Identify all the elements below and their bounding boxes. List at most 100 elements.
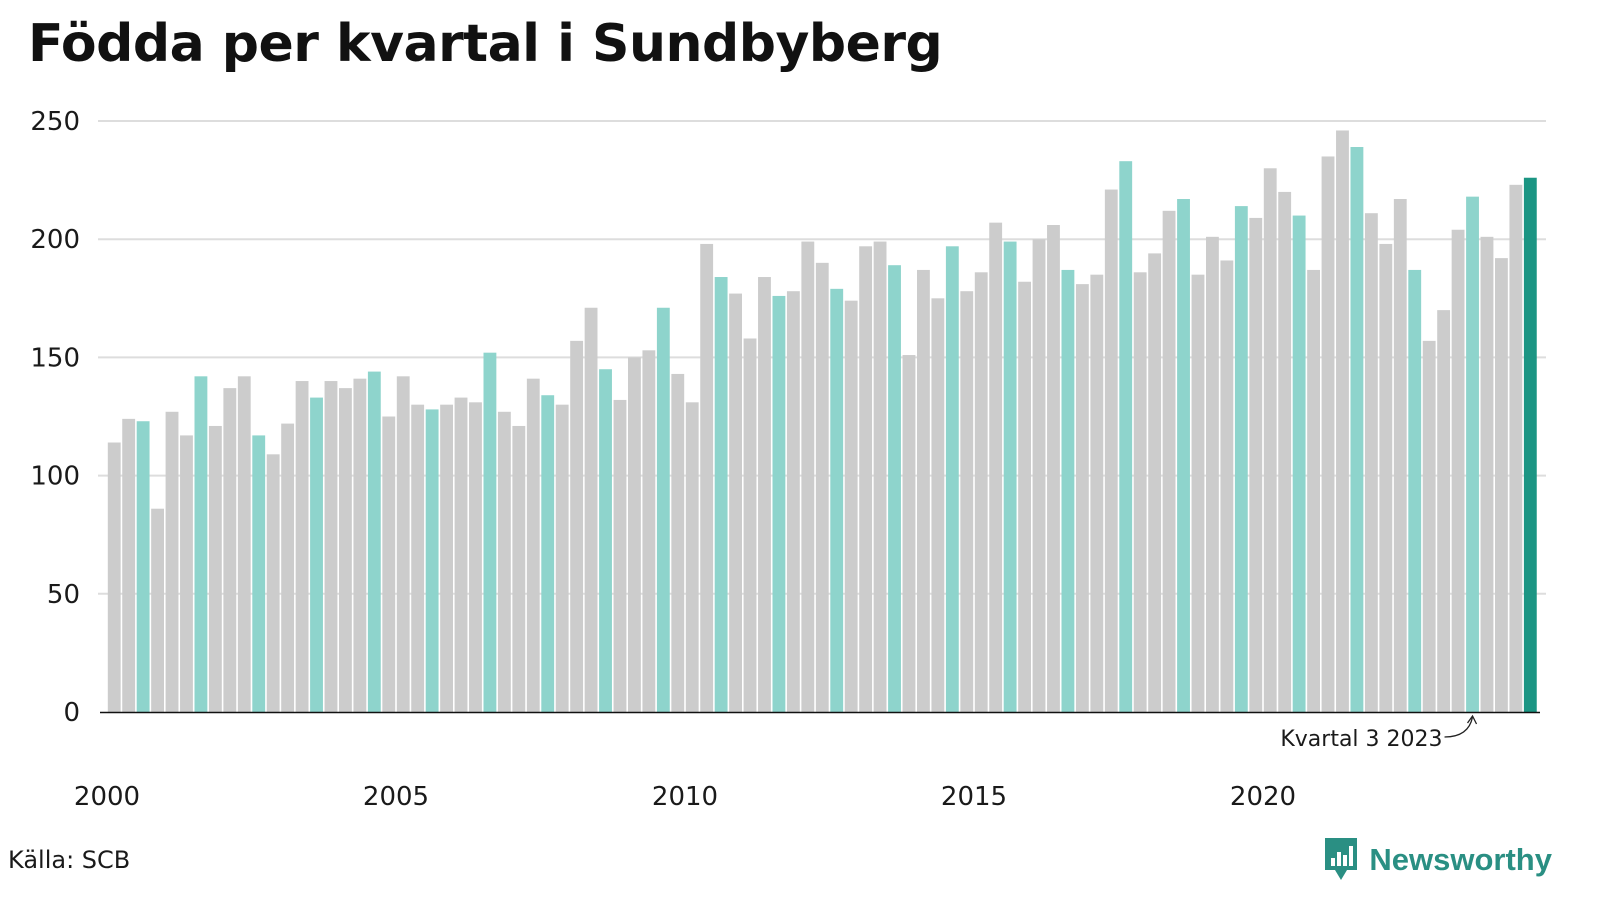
bar [1249, 217, 1263, 712]
bar [1003, 241, 1017, 712]
bar [714, 277, 728, 712]
brand-logo: Newsworthy [1323, 836, 1552, 884]
bar [628, 357, 641, 712]
bar [671, 373, 685, 712]
bar [194, 376, 208, 712]
bar [107, 442, 121, 712]
bar [281, 423, 295, 712]
bar [396, 376, 410, 712]
bar [324, 381, 338, 712]
bar [700, 243, 714, 713]
bar [613, 399, 627, 712]
bar [469, 402, 482, 712]
y-axis-tick-labels: 0 50 100 150 200 250 [30, 107, 80, 728]
bar [1104, 189, 1118, 712]
bar [642, 350, 656, 712]
bar [960, 291, 974, 712]
source-label: Källa: SCB [8, 846, 131, 874]
bar [859, 246, 873, 713]
bar [1234, 206, 1248, 712]
annotation-arrowhead [1467, 714, 1478, 725]
bar [541, 395, 555, 712]
x-axis-tick-labels: 2000 2005 2010 2015 2020 [74, 782, 1296, 812]
bar [801, 241, 815, 712]
bar [743, 338, 757, 712]
bar [685, 402, 699, 712]
bar [1408, 269, 1422, 712]
annotation: Kvartal 3 2023 [1280, 714, 1478, 752]
bar [931, 298, 945, 712]
bar [945, 246, 959, 713]
bar [1278, 191, 1292, 713]
bar [497, 411, 511, 712]
bar [208, 425, 222, 712]
bar [1336, 130, 1349, 712]
bar [454, 397, 468, 712]
bar [1191, 274, 1205, 712]
annotation-label: Kvartal 3 2023 [1280, 727, 1442, 752]
x-tick-label: 2015 [941, 782, 1007, 812]
bar [1090, 274, 1104, 712]
bar-chart-logo-icon [1325, 838, 1358, 880]
bar [902, 355, 916, 712]
bar [237, 376, 251, 712]
bar [1075, 284, 1089, 712]
bar [165, 411, 179, 712]
bar [1018, 281, 1031, 712]
bar [526, 378, 540, 712]
x-tick-label: 2000 [74, 782, 140, 812]
bar [989, 222, 1003, 713]
bar [151, 508, 164, 712]
bar [917, 269, 930, 712]
bar [1379, 243, 1393, 713]
bar [339, 388, 352, 712]
bar [1061, 269, 1075, 712]
bar [1466, 196, 1479, 712]
bar [1509, 184, 1523, 712]
y-tick-label: 150 [30, 343, 80, 373]
bar [1393, 199, 1407, 713]
y-tick-label: 50 [47, 580, 80, 610]
bar [584, 307, 598, 712]
bar [1292, 215, 1306, 712]
bar [570, 340, 584, 712]
bar [1350, 147, 1364, 712]
bar [180, 435, 193, 712]
bar [1495, 258, 1508, 712]
bar [1451, 229, 1465, 712]
bar [1148, 253, 1162, 712]
bar [888, 265, 901, 712]
brand-name: Newsworthy [1369, 842, 1552, 877]
bar [252, 435, 266, 712]
bar [1162, 210, 1176, 712]
bar [1437, 310, 1451, 712]
bar [425, 409, 439, 712]
bar [353, 378, 367, 712]
bar [729, 293, 742, 712]
bar [1263, 168, 1277, 712]
bar [1047, 225, 1060, 713]
bar [599, 369, 612, 712]
bar [411, 404, 425, 712]
bar [295, 381, 309, 712]
chart-title: Födda per kvartal i Sundbyberg [28, 14, 943, 74]
bar [1177, 199, 1190, 713]
bar [815, 262, 829, 712]
bar [786, 291, 800, 712]
x-tick-label: 2005 [363, 782, 429, 812]
bar [483, 352, 497, 712]
bar [122, 418, 136, 712]
bar [1206, 236, 1219, 712]
x-tick-label: 2020 [1230, 782, 1296, 812]
x-tick-label: 2010 [652, 782, 718, 812]
bar [136, 421, 150, 712]
bar [1422, 340, 1436, 712]
bar [1321, 156, 1335, 712]
bar [310, 397, 323, 712]
bar [772, 295, 786, 712]
bar [1133, 272, 1147, 712]
bar [1220, 260, 1234, 712]
y-tick-label: 100 [30, 462, 80, 492]
bar [1307, 269, 1320, 712]
